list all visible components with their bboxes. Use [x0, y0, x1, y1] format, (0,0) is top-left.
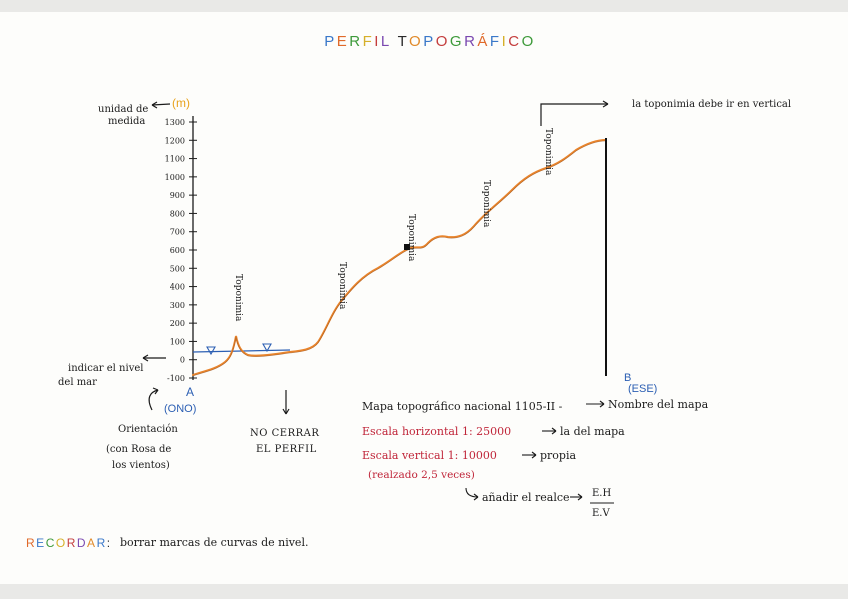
paper-sheet: [0, 12, 848, 584]
point-a-orientation: (ONO): [164, 403, 196, 415]
y-tick-label: 700: [170, 228, 185, 237]
toponimia-label: Toponimia: [543, 128, 553, 176]
sea-level-note-line1: indicar el nivel: [68, 363, 143, 374]
y-tick-label: 500: [170, 264, 185, 273]
y-tick-label: -100: [167, 374, 185, 383]
v-scale-arrow-head: [531, 451, 537, 459]
realce-note: añadir el realce: [482, 491, 570, 504]
y-tick-label: 1200: [165, 136, 185, 145]
unit-note-line2: medida: [108, 116, 145, 127]
toponimia-labels: Toponimia Toponimia Toponimia Toponimia Topo…: [233, 128, 553, 322]
orientation-note-line1: Orientación: [118, 424, 178, 435]
y-tick-label: 100: [170, 337, 185, 346]
y-tick-label: 1100: [165, 155, 185, 164]
h-scale-arrow-head: [551, 427, 557, 435]
sea-level-note-line2: del mar: [58, 377, 97, 388]
sea-level-marker-2: [262, 343, 272, 353]
map-title-note: Nombre del mapa: [608, 398, 709, 411]
no-close-note-line2: EL PERFIL: [256, 444, 317, 455]
toponimia-label: Toponimia: [337, 262, 347, 310]
y-tick-label: 300: [170, 301, 185, 310]
orientation-arrow: [148, 389, 159, 411]
v-scale-note: propia: [540, 449, 576, 462]
no-close-arrow-head: [282, 408, 290, 415]
unit-arrow: [151, 103, 171, 106]
orientation-arrow-head: [152, 387, 159, 395]
orientation-note-line3: los vientos): [112, 460, 170, 471]
unit-note-line1: unidad de: [98, 104, 148, 115]
toponimia-label: Toponimia: [233, 274, 243, 322]
point-a-letter: A: [186, 385, 194, 399]
fraction-denominator: E.V: [592, 508, 610, 519]
realce-note-arrow-head: [577, 493, 583, 501]
y-tick-label: 200: [170, 319, 185, 328]
horizontal-scale: Escala horizontal 1: 25000: [362, 425, 511, 438]
y-tick-label: 1300: [165, 118, 185, 127]
reminder-text: borrar marcas de curvas de nivel.: [120, 536, 308, 549]
vertical-note: la toponimia debe ir en vertical: [632, 99, 791, 110]
profile-line-shadow: [192, 140, 607, 377]
peak-marker: [404, 244, 410, 250]
map-title-arrow-head: [599, 400, 605, 408]
y-tick-label: 400: [170, 283, 185, 292]
vertical-note-arrow: [540, 103, 608, 126]
y-axis-ticks: 1300120011001000900800700600500400300200…: [165, 118, 197, 383]
realce-arrow-head: [473, 493, 479, 501]
orientation-note-line2: (con Rosa de: [106, 444, 171, 455]
vertical-note-arrow-head: [602, 100, 609, 108]
fraction-numerator: E.H: [592, 488, 611, 499]
page-title: PERFIL TOPOGRÁFICO: [324, 33, 536, 50]
h-scale-note: la del mapa: [560, 425, 625, 438]
unit-label: (m): [172, 96, 190, 110]
toponimia-label: Toponimia: [406, 214, 416, 262]
vertical-scale: Escala vertical 1: 10000: [362, 449, 497, 462]
y-tick-label: 900: [170, 191, 185, 200]
y-tick-label: 600: [170, 246, 185, 255]
point-b-letter: B: [624, 372, 631, 384]
reminder-label: RECORDAR:: [26, 536, 112, 550]
realce-arrow: [465, 487, 479, 498]
sea-level-marker-1: [206, 346, 216, 356]
no-close-note-line1: NO CERRAR: [250, 428, 319, 439]
y-tick-label: 800: [170, 209, 185, 218]
map-title: Mapa topográfico nacional 1105-II -: [362, 400, 563, 413]
exaggeration-note: (realzado 2,5 veces): [368, 469, 475, 481]
y-tick-label: 1000: [165, 173, 185, 182]
unit-arrow-head: [151, 101, 158, 109]
sea-level-arrow-head: [142, 354, 149, 362]
y-tick-label: 0: [180, 356, 185, 365]
toponimia-label: Toponimia: [481, 180, 491, 228]
point-b-orientation: (ESE): [628, 383, 657, 395]
